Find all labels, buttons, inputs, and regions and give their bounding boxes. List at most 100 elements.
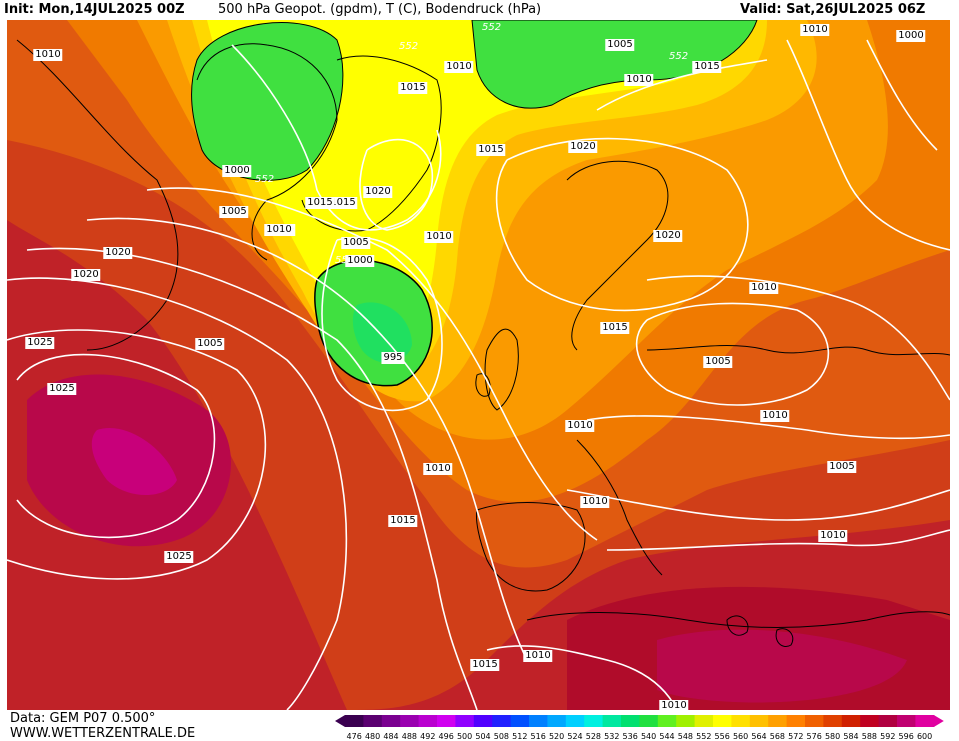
legend-swatch <box>731 715 751 727</box>
legend-tick-label: 576 <box>806 732 822 741</box>
coastlines <box>16 39 950 647</box>
isobar-label: 1025 <box>25 337 55 349</box>
weather-map: 552 552 552 552 552 <box>7 20 950 710</box>
isobar-label: 1010 <box>624 74 654 86</box>
legend-swatch <box>437 715 456 727</box>
isobar-label: 1010 <box>565 420 595 432</box>
legend-tick-label: 500 <box>456 732 473 741</box>
isobar-label: 1015 <box>470 659 500 671</box>
isobar-label: 1005 <box>195 338 225 350</box>
legend-tick-label: 512 <box>512 732 528 741</box>
isobar-label: 1005 <box>827 461 857 473</box>
legend-tick-label: 504 <box>475 732 491 741</box>
legend-tick-label: 488 <box>401 732 418 741</box>
legend-swatch <box>860 715 880 727</box>
valid-time: Valid: Sat,26JUL2025 06Z <box>740 2 926 17</box>
isobar-label: 1010 <box>818 530 848 542</box>
legend-swatch <box>841 715 861 727</box>
legend-tick-label: 528 <box>585 732 602 741</box>
legend-tick-label: 552 <box>696 732 712 741</box>
legend-tick-label: 544 <box>659 732 675 741</box>
isobar-label: 1010 <box>423 463 453 475</box>
legend-swatch <box>639 715 659 727</box>
legend-tick-label: 572 <box>788 732 804 741</box>
isobar-label: 1020 <box>71 269 101 281</box>
legend-swatch <box>473 715 493 727</box>
data-source: Data: GEM P07 0.500° <box>10 711 156 726</box>
legend-tick-label: 600 <box>916 732 933 741</box>
low-552-north <box>471 20 758 109</box>
low-552-greenland <box>191 22 344 181</box>
legend-swatch <box>584 715 604 727</box>
legend-arrow-right <box>933 715 944 727</box>
gp-label: 552 <box>482 22 501 33</box>
isobar-label: 1010 <box>749 282 779 294</box>
isobar-label: 1020 <box>103 247 133 259</box>
gp-label: 552 <box>335 255 354 266</box>
legend-swatch <box>768 715 788 727</box>
isobar-label: 1010 <box>580 496 610 508</box>
legend-tick-label: 508 <box>493 732 510 741</box>
chart-title: 500 hPa Geopot. (gpdm), T (C), Bodendruc… <box>218 2 542 17</box>
legend-swatch <box>621 715 640 727</box>
isobar-label: 1000 <box>222 165 252 177</box>
legend-tick-label: 584 <box>843 732 859 741</box>
legend-swatch <box>713 715 732 727</box>
low-548-atlantic <box>352 302 412 363</box>
isobar-label: 1015 <box>305 197 335 209</box>
legend-tick-label: 484 <box>383 732 399 741</box>
legend-swatch <box>492 715 512 727</box>
isobar-label: 1020 <box>653 230 683 242</box>
isobar-label: 1015 <box>476 144 506 156</box>
legend-swatch <box>897 715 916 727</box>
legend-tick-label: 492 <box>420 732 436 741</box>
legend-tick-label: 560 <box>732 732 749 741</box>
legend-swatch <box>363 715 383 727</box>
legend-tick-label: 588 <box>861 732 878 741</box>
legend-tick-label: 556 <box>714 732 730 741</box>
geopotential-labels: 552 552 552 552 552 <box>255 22 688 266</box>
isobar-label: 1005 <box>219 206 249 218</box>
isobar-label: 1005 <box>341 237 371 249</box>
legend-swatch <box>602 715 622 727</box>
legend-tick-label: 540 <box>640 732 657 741</box>
legend-tick-label: 520 <box>548 732 565 741</box>
legend-swatch <box>529 715 548 727</box>
color-legend <box>335 715 944 727</box>
isobar-label: 1010 <box>444 61 474 73</box>
legend-tick-label: 532 <box>604 732 620 741</box>
legend-swatch <box>547 715 567 727</box>
legend-tick-label: 496 <box>438 732 454 741</box>
isobar-label: 1025 <box>47 383 77 395</box>
legend-arrow-left <box>335 715 345 727</box>
legend-swatch <box>510 715 530 727</box>
gp-label: 552 <box>255 174 274 185</box>
legend-tick-label: 524 <box>567 732 583 741</box>
legend-tick-label: 536 <box>622 732 638 741</box>
isobar-label: 1015 <box>398 82 428 94</box>
isobar-label: 1010 <box>264 224 294 236</box>
legend-swatch <box>345 715 364 727</box>
isobar-label: 1010 <box>760 410 790 422</box>
isobar-label: 1015 <box>328 197 358 209</box>
legend-swatch <box>915 715 935 727</box>
isobar-label: 1010 <box>33 49 63 61</box>
legend-tick-label: 564 <box>751 732 767 741</box>
isobar-label: 1010 <box>659 700 689 712</box>
header-bar: Init: Mon,14JUL2025 00Z 500 hPa Geopot. … <box>0 0 959 20</box>
legend-tick-label: 516 <box>530 732 546 741</box>
isobar-label: 995 <box>381 352 405 364</box>
isobar-label: 1025 <box>164 551 194 563</box>
isobar-label: 1015 <box>600 322 630 334</box>
isobars <box>7 39 950 710</box>
legend-swatch <box>749 715 769 727</box>
legend-swatch <box>455 715 475 727</box>
legend-tick-label: 548 <box>677 732 694 741</box>
legend-swatch <box>657 715 677 727</box>
isobar-label: 1005 <box>703 356 733 368</box>
legend-tick-label: 592 <box>880 732 896 741</box>
band-600 <box>91 428 177 495</box>
legend-swatch <box>823 715 843 727</box>
band-596-south <box>657 629 907 703</box>
legend-tick-label: 596 <box>898 732 914 741</box>
